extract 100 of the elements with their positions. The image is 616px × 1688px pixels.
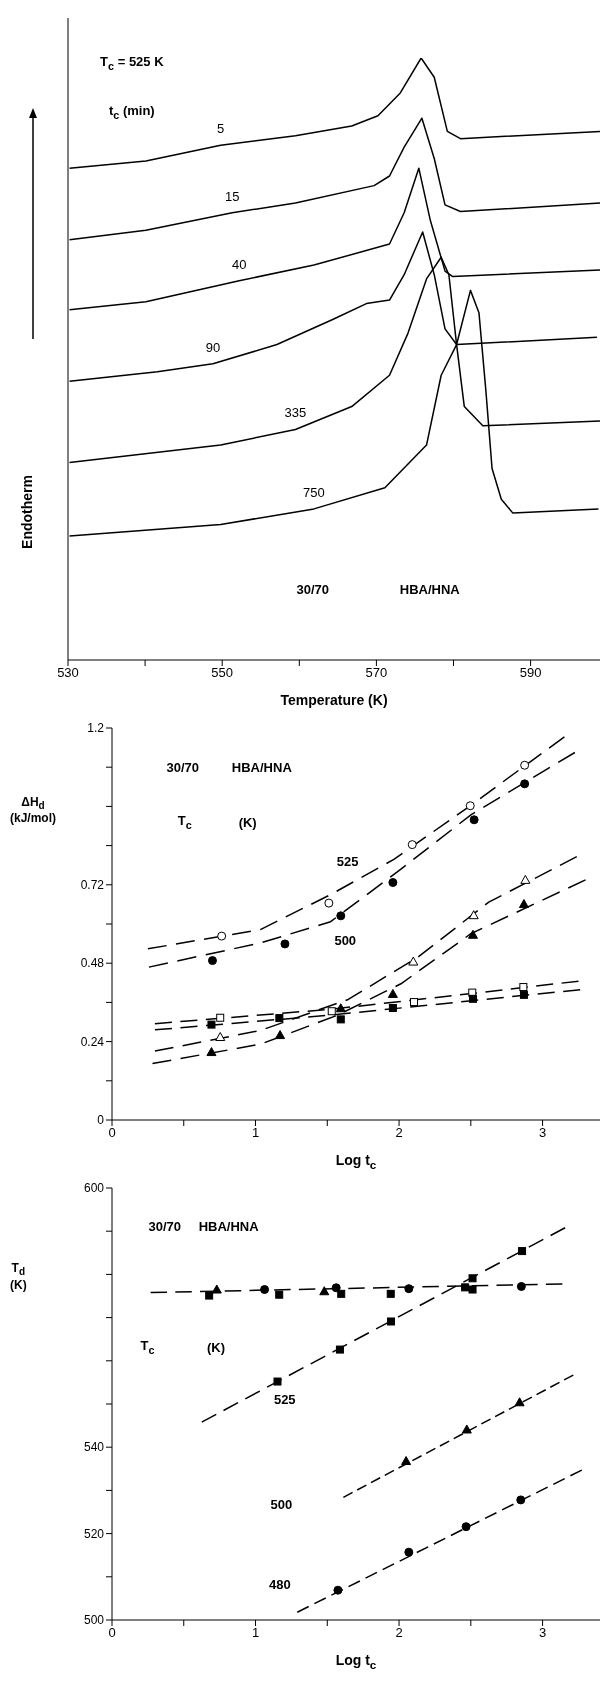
y-axis-title: ΔH$_{d}$ (kJ/mol) [10,794,57,826]
point [409,998,418,1007]
y-tick-label: 520 [83,1526,105,1541]
point [207,1020,216,1029]
y-tick-label: 600 [83,1181,105,1196]
point [408,956,419,966]
point [336,911,346,921]
point [514,1397,525,1407]
series-label: 90 [205,339,221,355]
annotation: (K) [238,814,257,830]
point [520,779,530,789]
x-tick-label: 3 [538,1625,547,1641]
series-label: 335 [284,405,307,421]
point [469,815,479,825]
point [516,1282,526,1291]
annotation: T$_{c}$ = 525 K [100,54,164,72]
y-tick-label: 500 [83,1613,105,1628]
annotation: 30/70 [148,1218,181,1234]
point [216,1013,225,1022]
point [461,1283,470,1292]
point [388,1003,397,1012]
x-tick-label: 590 [519,665,542,681]
point [327,1007,336,1016]
annotation: 525 [336,853,359,869]
annotation: 30/70 [296,581,329,597]
point [215,1032,226,1042]
point [275,1290,284,1299]
x-tick-label: 2 [395,1625,403,1641]
point [280,939,290,949]
point [461,1424,472,1434]
annotation: T$_{c}$ [177,813,192,831]
annotation: 500 [334,932,357,948]
x-axis-title: Temperature (K) [279,692,389,708]
point [520,874,531,884]
point [387,988,398,998]
point [388,878,398,888]
series-label: 40 [231,256,247,272]
series-label: 15 [224,188,240,204]
point [336,1015,345,1024]
series-label: 750 [303,484,325,500]
x-tick-label: 530 [57,665,79,681]
x-axis-title: Log t$_{c}$ [334,1152,378,1171]
x-tick-label: 1 [251,1625,260,1641]
point [205,1291,214,1300]
x-axis-title: Log t$_{c}$ [334,1652,378,1671]
point [520,760,530,770]
point [331,1283,341,1293]
annotation: (K) [206,1339,225,1355]
point [206,1047,217,1057]
point [387,1317,396,1326]
point [260,1285,270,1295]
line-series [151,879,587,1065]
x-tick-label: 1 [251,1125,260,1141]
series-label: 5 [217,121,225,137]
y-tick-label: 0.72 [80,878,105,893]
x-tick-label: 0 [108,1625,116,1641]
point [407,840,417,850]
annotation: 525 [273,1391,296,1407]
point [404,1284,414,1294]
point [518,1247,527,1256]
annotation: 480 [269,1576,291,1592]
point [324,898,334,908]
point [404,1547,414,1557]
point [468,988,477,997]
point [335,1345,344,1354]
line-series [148,751,576,968]
x-tick-label: 2 [395,1125,403,1141]
point [275,1014,284,1023]
annotation: HBA/HNA [198,1218,259,1234]
point [468,1285,477,1294]
point [468,1274,477,1283]
point [333,1585,343,1595]
point [401,1456,412,1466]
y-tick-label: 0 [97,1113,105,1128]
point [465,801,475,811]
y-tick-label: 0.24 [80,1034,105,1049]
annotation: HBA/HNA [231,759,292,775]
point [273,1377,282,1386]
y-axis-title: T$_{d}$ (K) [10,1261,27,1292]
y-tick-label: 540 [83,1440,105,1455]
point [386,1289,395,1298]
annotation: 30/70 [166,759,200,775]
point [468,910,479,920]
annotation: t$_{c}$ (min) [108,103,155,122]
point [516,1495,526,1505]
x-tick-label: 550 [211,665,234,681]
annotation: 500 [270,1496,293,1512]
point [275,1030,286,1040]
point [468,994,477,1003]
point [217,931,227,941]
x-tick-label: 0 [108,1125,116,1141]
line-series [154,855,578,1052]
line-series [147,736,566,950]
point [518,899,529,909]
y-tick-label: 0.48 [80,956,105,971]
annotation: T$_{c}$ [140,1338,155,1357]
x-tick-label: 570 [365,665,388,681]
x-tick-label: 3 [538,1125,547,1141]
point [319,1286,330,1296]
point [467,929,478,939]
